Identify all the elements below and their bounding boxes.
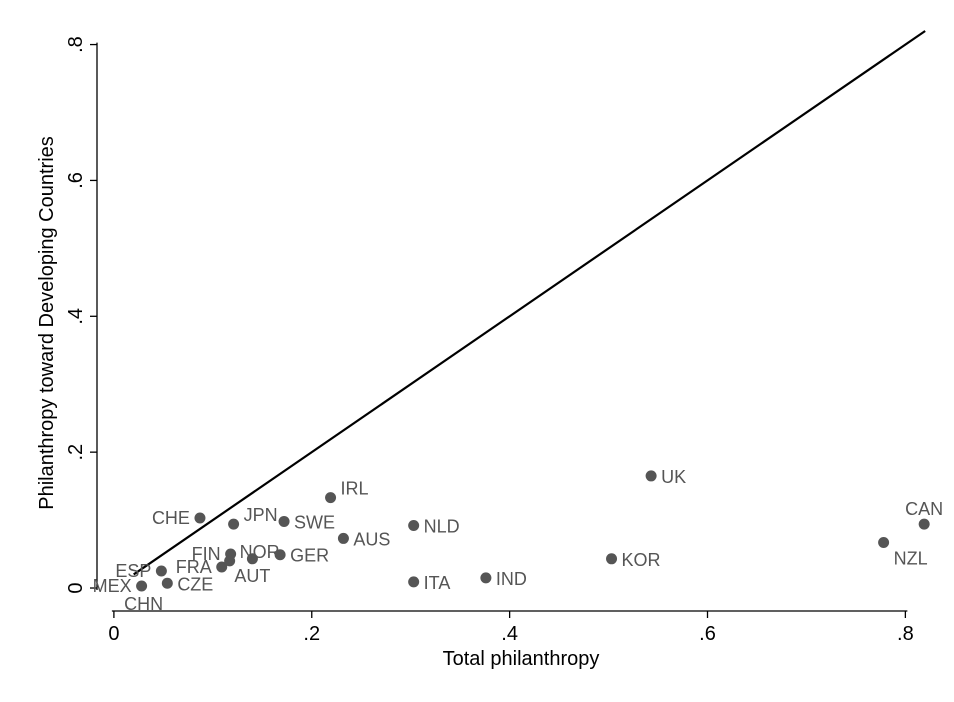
x-tick-label-3: .6 <box>699 623 716 645</box>
point-kor <box>606 553 618 565</box>
point-label-aut: AUT <box>234 566 270 586</box>
point-jpn <box>228 518 240 530</box>
y-tick-label-1: .2 <box>65 444 87 461</box>
point-label-ind: IND <box>496 569 527 589</box>
point-label-kor: KOR <box>622 550 661 570</box>
point-mex <box>136 580 148 592</box>
point-nor <box>224 555 236 567</box>
point-label-aus: AUS <box>353 529 390 549</box>
y-tick-label-2: .4 <box>65 308 87 325</box>
point-label-ita: ITA <box>424 573 451 593</box>
x-tick-label-4: .8 <box>897 623 914 645</box>
point-label-esp: ESP <box>115 561 151 581</box>
point-fra <box>216 561 228 573</box>
point-cze <box>161 577 173 589</box>
point-label-jpn: JPN <box>244 505 278 525</box>
point-label-mex: MEX <box>93 576 132 596</box>
data-points <box>136 470 930 592</box>
point-label-nzl: NZL <box>894 549 928 569</box>
point-nld <box>408 520 420 532</box>
axes: 0 .2 .4 .6 .8 0 .2 .4 .6 .8 <box>65 36 914 645</box>
point-label-ger: GER <box>290 546 329 566</box>
point-chn <box>136 580 147 591</box>
point-aus <box>337 532 349 544</box>
x-tick-label-1: .2 <box>303 623 320 645</box>
point-label-cze: CZE <box>177 574 213 594</box>
point-irl <box>325 492 337 504</box>
point-ita <box>408 576 420 588</box>
point-nzl <box>878 537 890 549</box>
point-che <box>194 512 206 524</box>
point-label-can: CAN <box>905 499 943 519</box>
reference-line-45-degree <box>133 30 926 576</box>
y-tick-label-0: 0 <box>65 582 87 593</box>
point-label-swe: SWE <box>294 512 335 532</box>
x-tick-label-2: .4 <box>501 623 518 645</box>
point-label-irl: IRL <box>341 479 369 499</box>
point-label-uk: UK <box>661 467 686 487</box>
y-tick-label-4: .8 <box>65 36 87 53</box>
y-tick-label-3: .6 <box>65 172 87 189</box>
point-swe <box>278 515 290 527</box>
point-label-fra: FRA <box>176 557 212 577</box>
point-label-che: CHE <box>152 508 190 528</box>
point-ind <box>480 572 492 584</box>
point-aut <box>246 553 258 565</box>
y-axis-title: Philanthropy toward Developing Countries <box>36 136 58 510</box>
reference-line-layer <box>133 30 926 576</box>
point-uk <box>645 470 657 482</box>
point-ger <box>274 549 286 561</box>
point-esp <box>155 565 167 577</box>
point-label-chn: CHN <box>124 594 163 614</box>
x-tick-label-0: 0 <box>108 623 119 645</box>
point-can <box>918 518 930 530</box>
point-label-nor: NOR <box>240 542 280 562</box>
x-axis-title: Total philanthropy <box>443 648 600 670</box>
point-label-nld: NLD <box>424 517 460 537</box>
point-label-fin: FIN <box>192 544 221 564</box>
